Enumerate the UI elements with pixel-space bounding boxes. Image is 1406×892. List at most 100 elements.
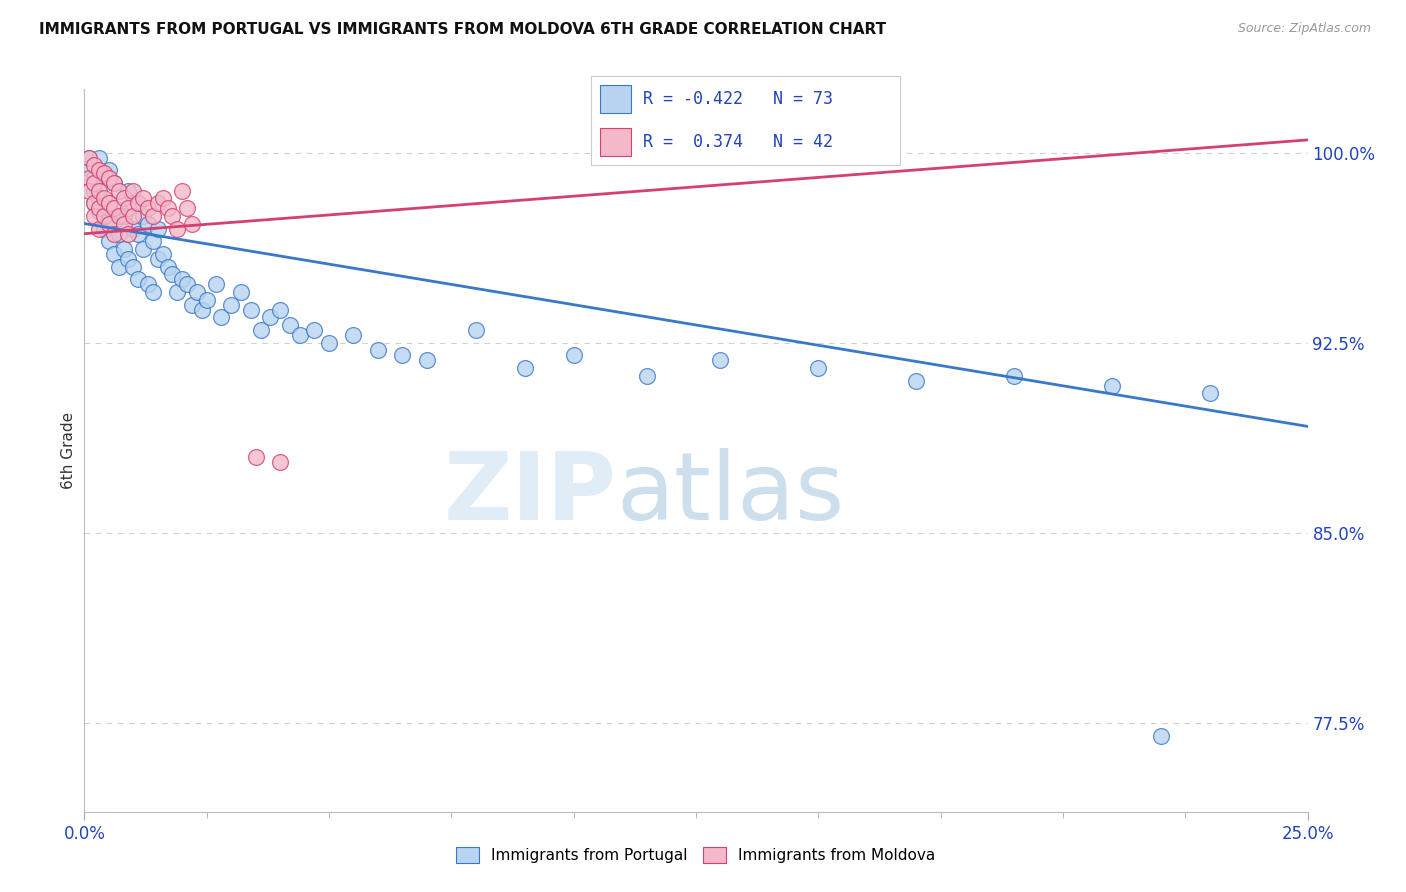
Point (367, 343, 389, 358)
Point (77, 170, 100, 185)
Point (146, 252, 169, 266)
Point (97, 235, 120, 249)
Point (87, 221, 110, 235)
Text: Source: ZipAtlas.com: Source: ZipAtlas.com (1237, 22, 1371, 36)
Point (132, 209, 155, 223)
Point (112, 191, 135, 205)
Point (93, 209, 115, 223)
Point (278, 318, 301, 332)
Point (176, 202, 198, 216)
Point (127, 227, 149, 241)
Point (97, 202, 120, 216)
Point (391, 348, 413, 362)
Point (186, 285, 208, 299)
Point (1150, 729, 1173, 743)
Point (191, 302, 214, 317)
Point (905, 374, 928, 388)
Y-axis label: 6th Grade: 6th Grade (60, 412, 76, 489)
Text: ZIP: ZIP (443, 448, 616, 540)
Point (136, 277, 159, 292)
Point (83, 170, 105, 185)
Point (87, 191, 110, 205)
Point (117, 252, 139, 266)
Point (146, 196, 169, 211)
Point (146, 221, 169, 235)
Point (112, 242, 135, 256)
Point (807, 361, 830, 376)
Point (103, 227, 125, 241)
Text: R = -0.422   N = 73: R = -0.422 N = 73 (643, 90, 834, 108)
Point (122, 196, 145, 211)
Point (342, 328, 364, 343)
Point (181, 217, 204, 231)
Point (195, 293, 218, 307)
Point (249, 323, 271, 337)
FancyBboxPatch shape (600, 128, 631, 156)
Point (245, 450, 267, 464)
Point (166, 285, 188, 299)
Point (562, 348, 585, 362)
Point (83, 196, 105, 211)
Point (87, 203, 110, 218)
Point (77, 151, 100, 165)
Point (83, 184, 105, 198)
Point (93, 169, 115, 183)
Point (229, 285, 252, 299)
Point (122, 184, 145, 198)
Point (636, 368, 658, 383)
Point (93, 221, 115, 235)
FancyBboxPatch shape (600, 85, 631, 113)
Point (117, 227, 139, 241)
Point (83, 209, 105, 223)
Point (142, 285, 165, 299)
Point (87, 202, 110, 216)
Point (152, 247, 174, 261)
Point (87, 184, 110, 198)
Point (103, 214, 125, 228)
Point (122, 221, 145, 235)
Point (1101, 379, 1123, 393)
Point (1198, 386, 1220, 401)
Point (162, 209, 184, 223)
Point (112, 209, 135, 223)
Point (416, 353, 439, 368)
Point (269, 455, 291, 469)
Point (103, 202, 125, 216)
Point (1002, 368, 1025, 383)
Point (156, 202, 179, 216)
Point (83, 176, 105, 190)
Point (127, 196, 149, 211)
Point (107, 227, 129, 241)
Point (464, 323, 486, 337)
Point (103, 176, 125, 190)
Point (103, 247, 125, 261)
Point (166, 221, 188, 235)
Point (239, 302, 262, 317)
Point (107, 209, 129, 223)
Point (132, 191, 155, 205)
Point (513, 361, 536, 376)
Point (97, 196, 120, 211)
Point (112, 217, 135, 231)
Point (304, 323, 326, 337)
Point (318, 335, 340, 350)
Point (97, 170, 120, 185)
Point (127, 272, 149, 286)
Point (97, 163, 120, 178)
Point (176, 277, 198, 292)
Point (152, 191, 174, 205)
Point (136, 217, 159, 231)
Point (142, 209, 165, 223)
Point (107, 184, 129, 198)
Point (219, 298, 242, 312)
Point (93, 191, 115, 205)
Point (93, 166, 115, 180)
Point (77, 151, 100, 165)
Point (259, 310, 281, 325)
Point (181, 298, 204, 312)
Point (122, 260, 145, 274)
Text: R =  0.374   N = 42: R = 0.374 N = 42 (643, 133, 834, 151)
Point (288, 328, 311, 343)
Point (156, 260, 179, 274)
Point (93, 209, 115, 223)
